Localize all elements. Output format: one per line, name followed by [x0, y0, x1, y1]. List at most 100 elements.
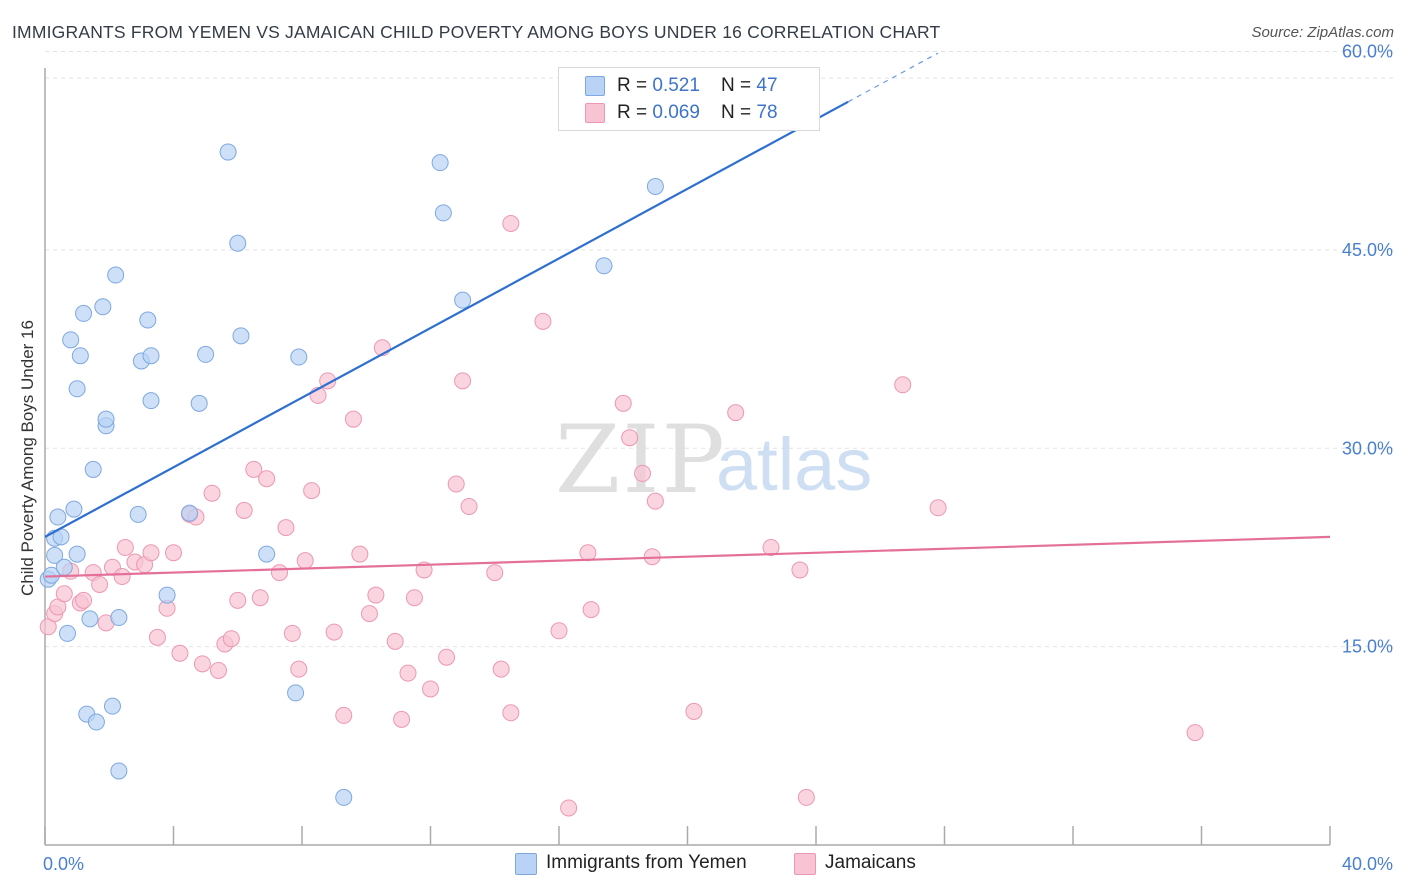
jamaican-point [367, 586, 385, 604]
yemen-point [68, 545, 86, 563]
yemen-point [142, 392, 160, 410]
y-tick-label: 30.0% [1342, 438, 1393, 458]
trend-lines [44, 52, 1331, 578]
source-label: Source: ZipAtlas.com [1251, 24, 1394, 41]
x-tick-label: 0.0% [43, 854, 84, 874]
legend-r-value-jamaicans: 0.069 [652, 102, 700, 123]
jamaican-point [171, 644, 189, 662]
jamaican-point [1186, 724, 1204, 742]
yemen-point [97, 410, 115, 428]
yemen-point [229, 234, 247, 252]
legend-label-yemen: Immigrants from Yemen [546, 852, 747, 873]
jamaican-point [303, 482, 321, 500]
yemen-point [103, 697, 121, 715]
watermark-atlas: atlas [716, 423, 872, 506]
jamaican-point [325, 623, 343, 641]
jamaican-point [454, 372, 472, 390]
yemen-point [55, 558, 73, 576]
yemen-point [232, 327, 250, 345]
legend-swatch-jamaicans [794, 853, 816, 875]
jamaican-point [492, 660, 510, 678]
legend-n-value-yemen: 47 [756, 75, 778, 96]
legend-r-label: R = [617, 75, 653, 96]
jamaican-point [148, 628, 166, 646]
jamaican-point [91, 575, 109, 593]
yemen-point [646, 177, 664, 195]
yemen-point [431, 154, 449, 172]
yemen-point [335, 788, 353, 806]
yemen-point [181, 504, 199, 522]
jamaican-point [438, 648, 456, 666]
yemen-point [290, 348, 308, 366]
jamaican-point [193, 655, 211, 673]
jamaican-point [75, 591, 93, 609]
yemen-point [110, 762, 128, 780]
jamaican-point [251, 589, 269, 607]
jamaican-point [393, 710, 411, 728]
jamaican-point [113, 568, 131, 586]
jamaican-point [222, 630, 240, 648]
yemen-point [49, 508, 67, 526]
jamaican-point [360, 605, 378, 623]
jamaican-point [634, 464, 652, 482]
jamaican-point [894, 376, 912, 394]
yemen-point [62, 331, 80, 349]
watermark-zip: ZIP [555, 406, 727, 515]
yemen-point [65, 500, 83, 518]
yemen-point [81, 610, 99, 628]
legend-swatch-yemen [515, 853, 537, 875]
stats-legend: R = 0.521 N = 47 R = 0.069 N = 78 [558, 67, 820, 131]
jamaican-point [460, 497, 478, 515]
y-axis-label: Child Poverty Among Boys Under 16 [18, 320, 37, 596]
legend-n-label: N = [721, 102, 757, 123]
jamaican-point [502, 214, 520, 232]
jamaican-point [245, 460, 263, 478]
axes [44, 68, 1331, 846]
legend-swatch-yemen [585, 76, 605, 96]
yemen-point [129, 505, 147, 523]
jamaican-point [116, 538, 134, 556]
jamaican-point [277, 519, 295, 537]
tick-labels: 15.0% 30.0% 45.0% 60.0% 0.0% 40.0% [43, 42, 1393, 874]
jamaican-point [486, 564, 504, 582]
series-yemen-points [39, 95, 761, 806]
jamaican-point [142, 544, 160, 562]
yemen-point [75, 304, 93, 322]
trend-line-yemen-extension [847, 52, 939, 103]
yemen-point [454, 291, 472, 309]
jamaican-point [502, 704, 520, 722]
jamaican-point [209, 661, 227, 679]
jamaican-point [929, 499, 947, 517]
chart-title: IMMIGRANTS FROM YEMEN VS JAMAICAN CHILD … [12, 22, 941, 42]
jamaican-point [646, 492, 664, 510]
trend-line-yemen [44, 100, 849, 538]
jamaican-point [344, 410, 362, 428]
jamaican-point [283, 624, 301, 642]
yemen-point [158, 586, 176, 604]
jamaican-point [791, 561, 809, 579]
series-jamaicans-points [39, 214, 1204, 817]
jamaican-point [351, 545, 369, 563]
y-tick-label: 45.0% [1342, 240, 1393, 260]
yemen-point [58, 624, 76, 642]
series-legend: Immigrants from Yemen Jamaicans [0, 852, 1406, 878]
watermark: ZIP atlas [555, 406, 872, 515]
jamaican-point [727, 404, 745, 422]
yemen-point [94, 298, 112, 316]
yemen-point [190, 394, 208, 412]
jamaican-point [422, 680, 439, 698]
legend-r-value-yemen: 0.521 [652, 75, 700, 96]
jamaican-point [290, 660, 308, 678]
jamaican-point [685, 702, 703, 720]
jamaican-point [399, 664, 417, 682]
yemen-point [142, 347, 160, 365]
yemen-point [110, 609, 128, 627]
jamaican-point [762, 538, 780, 556]
jamaican-point [582, 601, 600, 619]
legend-label-jamaicans: Jamaicans [825, 852, 916, 873]
legend-swatch-jamaicans [585, 103, 605, 123]
yemen-point [258, 545, 276, 563]
yemen-point [84, 460, 102, 478]
jamaican-point [797, 788, 815, 806]
